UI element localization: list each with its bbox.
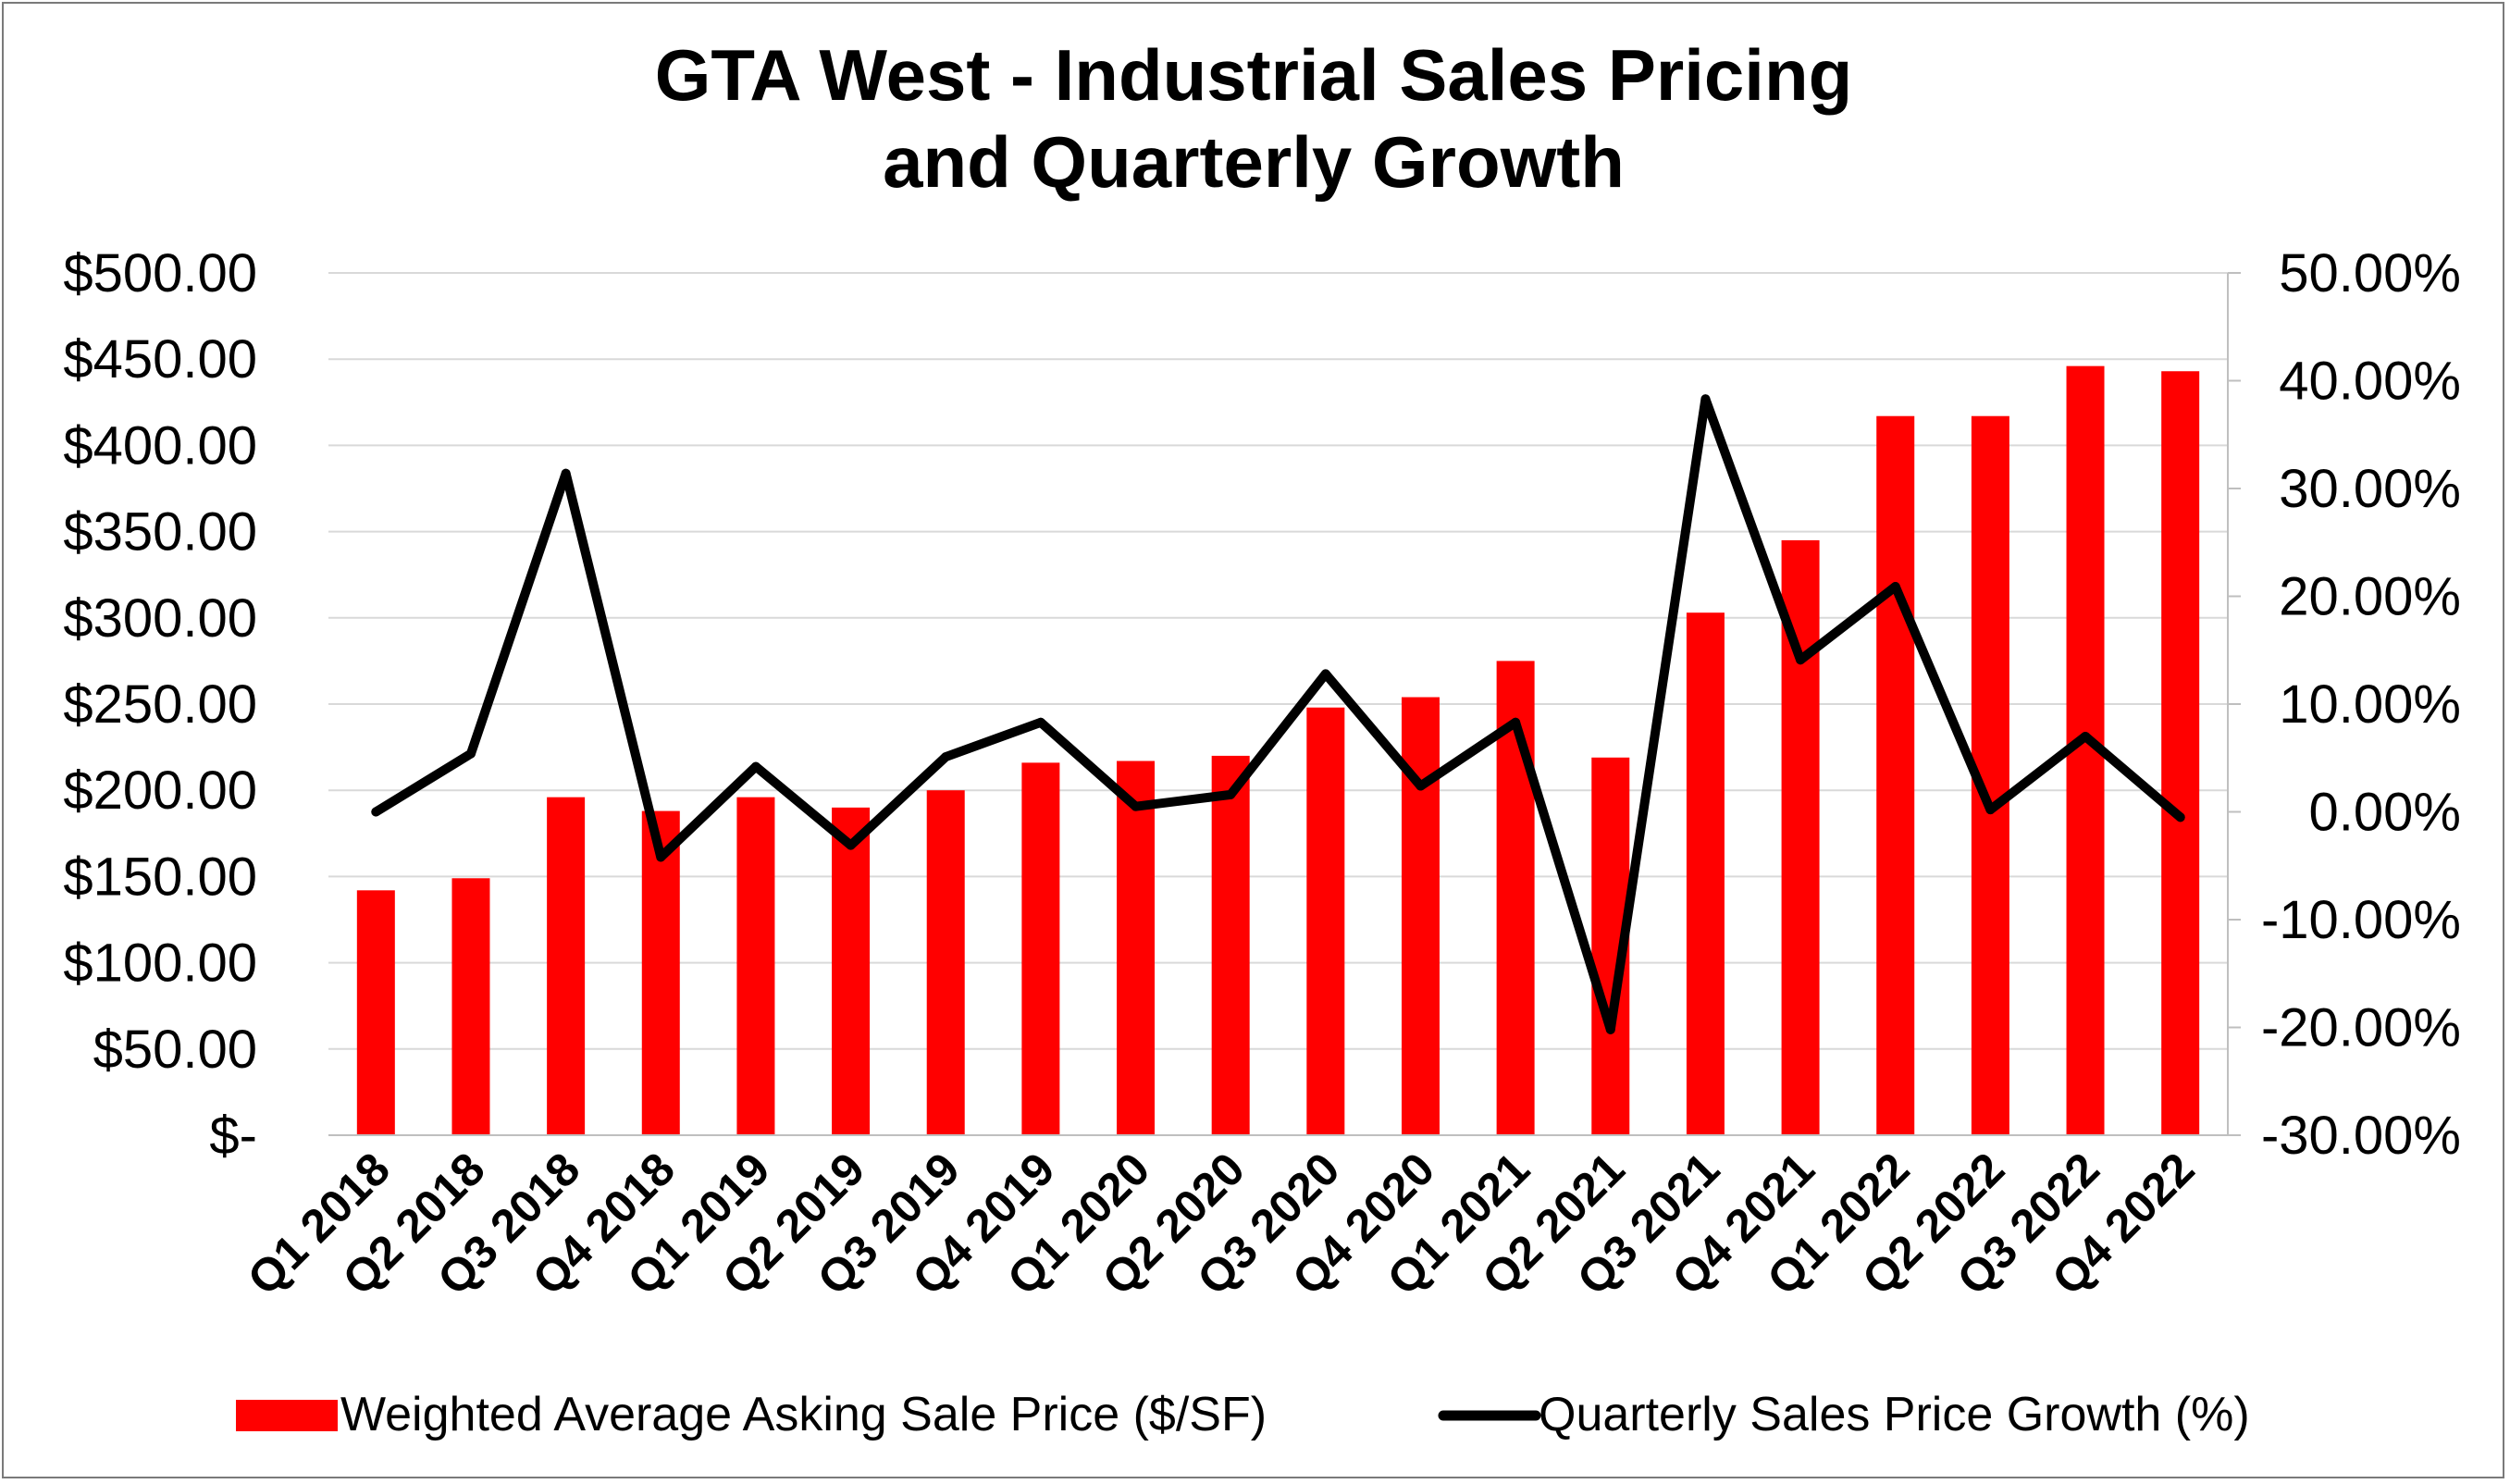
growth-line bbox=[371, 394, 2185, 1034]
line-point bbox=[561, 468, 571, 478]
line-point bbox=[371, 807, 381, 817]
chart-title-line-2: and Quarterly Growth bbox=[883, 121, 1625, 203]
y-right-tick-label: 20.00% bbox=[2279, 567, 2461, 627]
line-point bbox=[846, 840, 856, 850]
bar bbox=[1401, 697, 1440, 1135]
bar bbox=[926, 790, 965, 1135]
y-left-tick-label: $150.00 bbox=[63, 847, 257, 907]
bar bbox=[1211, 755, 1250, 1135]
line-point bbox=[1511, 717, 1521, 727]
y-right-tick-label: 10.00% bbox=[2279, 674, 2461, 735]
bar bbox=[2161, 371, 2200, 1135]
bar bbox=[1876, 415, 1915, 1135]
y-right-tick-label: 30.00% bbox=[2279, 459, 2461, 519]
y-right-tick-label: 50.00% bbox=[2279, 243, 2461, 303]
line-point bbox=[656, 852, 666, 862]
y-left-tick-label: $250.00 bbox=[63, 674, 257, 735]
y-left-tick-label: $450.00 bbox=[63, 329, 257, 390]
bar bbox=[547, 797, 586, 1135]
y-right-tick-label: 40.00% bbox=[2279, 352, 2461, 412]
bar bbox=[1306, 707, 1345, 1135]
y-right-tick-label: -10.00% bbox=[2261, 890, 2461, 950]
line-point bbox=[2175, 812, 2185, 822]
line-point bbox=[1890, 582, 1900, 592]
line-point bbox=[1416, 781, 1426, 791]
bar bbox=[1686, 612, 1725, 1135]
line-series bbox=[371, 394, 2185, 1034]
line-point bbox=[1796, 655, 1806, 665]
y-left-tick-label: $100.00 bbox=[63, 934, 257, 994]
bar-series bbox=[356, 365, 2200, 1135]
line-point bbox=[1985, 805, 1996, 815]
bar bbox=[736, 797, 775, 1135]
chart-title-line-1: GTA West - Industrial Sales Pricing bbox=[655, 34, 1853, 116]
line-point bbox=[1226, 789, 1236, 799]
line-point bbox=[2081, 731, 2091, 741]
line-point bbox=[941, 752, 951, 762]
bar bbox=[1021, 762, 1060, 1135]
y-left-tick-label: $200.00 bbox=[63, 761, 257, 821]
y-right-tick-label: -30.00% bbox=[2261, 1106, 2461, 1166]
y-left-tick-label: $- bbox=[209, 1106, 257, 1166]
line-point bbox=[1035, 717, 1045, 727]
y-left-tick-label: $300.00 bbox=[63, 588, 257, 649]
line-point bbox=[1320, 669, 1330, 679]
line-point bbox=[1605, 1024, 1615, 1034]
line-point bbox=[750, 761, 760, 772]
legend-label-bar: Weighted Average Asking Sale Price ($/SF… bbox=[340, 1388, 1267, 1441]
y-left-tick-label: $350.00 bbox=[63, 502, 257, 563]
bar bbox=[832, 807, 871, 1135]
y-left-tick-label: $500.00 bbox=[63, 243, 257, 303]
bar bbox=[641, 810, 680, 1135]
y-left-tick-label: $400.00 bbox=[63, 415, 257, 476]
legend: Weighted Average Asking Sale Price ($/SF… bbox=[236, 1388, 2250, 1441]
bar bbox=[356, 890, 395, 1135]
bar bbox=[1496, 661, 1535, 1135]
bar bbox=[1781, 539, 1820, 1135]
bar bbox=[1117, 761, 1156, 1135]
y-right-tick-label: -20.00% bbox=[2261, 998, 2461, 1058]
line-point bbox=[1700, 394, 1711, 404]
line-point bbox=[465, 748, 476, 759]
y-left-tick-label: $50.00 bbox=[93, 1020, 257, 1080]
y-right-tick-label: 0.00% bbox=[2309, 783, 2461, 843]
legend-label-line: Quarterly Sales Price Growth (%) bbox=[1539, 1388, 2250, 1441]
legend-swatch-bar bbox=[236, 1400, 338, 1431]
bar bbox=[451, 878, 490, 1135]
line-point bbox=[1131, 801, 1141, 811]
